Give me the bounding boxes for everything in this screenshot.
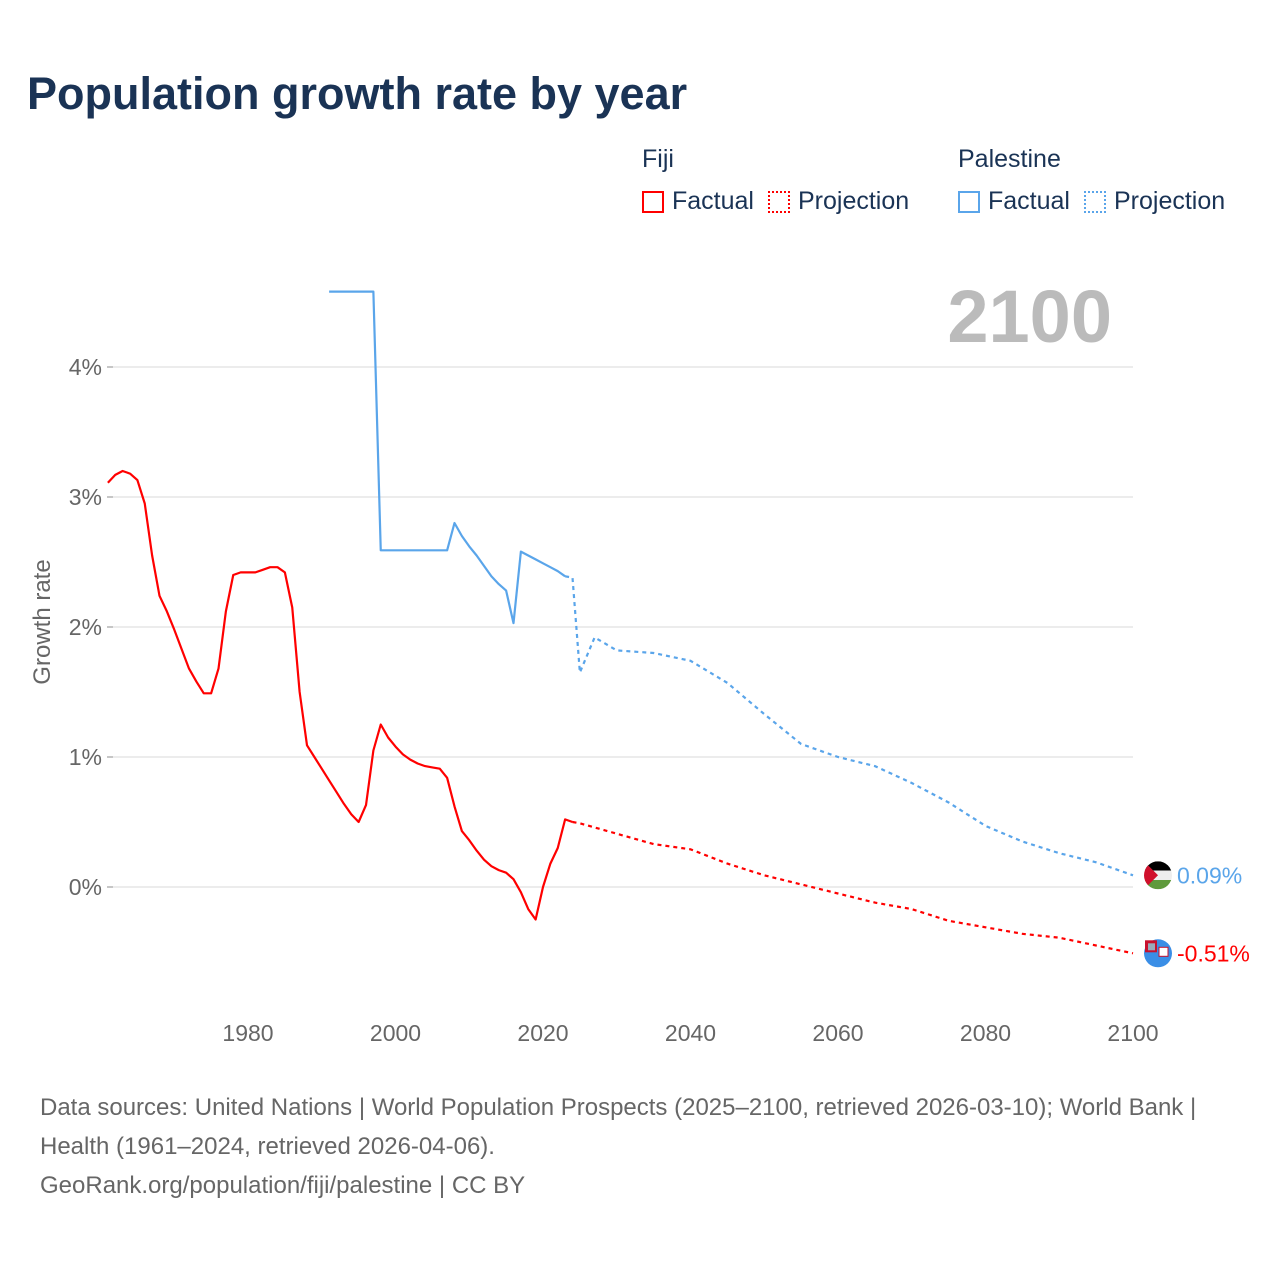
legend-label: Factual (672, 187, 754, 215)
x-tick-label: 2080 (960, 1020, 1011, 1046)
x-tick-label: 2060 (812, 1020, 863, 1046)
source-link[interactable]: GeoRank.org/population/fiji/palestine | … (40, 1172, 526, 1199)
year-display: 2100 (947, 275, 1112, 358)
line-chart: 0% 1% 2% 3% 4% 1980 2000 2020 2040 2060 2080 2100 2… (29, 275, 1250, 1046)
y-tick-label: 2% (69, 614, 102, 640)
y-axis-label: Growth rate (29, 559, 56, 684)
y-tick-label: 1% (69, 744, 102, 770)
legend-label: Factual (988, 187, 1070, 215)
legend-swatch (1083, 190, 1106, 213)
footer: Data sources: United Nations | World Pop… (40, 1088, 1240, 1205)
legend-label: Projection (1113, 187, 1226, 215)
x-tick-label: 2040 (665, 1020, 716, 1046)
fiji-flag-icon (1144, 939, 1172, 968)
data-sources: Data sources: United Nations | World Pop… (40, 1094, 1197, 1160)
y-tick-label: 4% (69, 354, 102, 380)
flag-shield (1158, 946, 1169, 957)
palestine-flag-icon (1144, 861, 1172, 890)
y-tick-label: 3% (69, 484, 102, 510)
palestine-projection-line (564, 575, 1134, 877)
legend-swatch (958, 190, 980, 213)
legend-item-fiji-projection[interactable]: Projection (767, 187, 910, 216)
fiji-projection-line (572, 820, 1134, 955)
flag-stripe (1144, 880, 1172, 890)
legend-item-fiji-factual[interactable]: Factual (642, 187, 754, 216)
fiji-factual-line (107, 469, 573, 921)
palestine-end-label: 0.09% (1177, 862, 1242, 888)
palestine-factual-line (329, 290, 566, 625)
y-tick-label: 0% (69, 874, 102, 900)
legend-label: Projection (797, 187, 910, 215)
flag-canton-inner (1148, 943, 1155, 951)
x-tick-label: 2000 (370, 1020, 421, 1046)
flag-stripe (1144, 861, 1172, 871)
legend-group-fiji: Fiji Factual Projection (642, 145, 923, 216)
legend-swatch (767, 190, 790, 213)
fiji-end-label: -0.51% (1177, 940, 1250, 966)
chart-title: Population growth rate by year (27, 68, 688, 119)
legend-group-title: Fiji (642, 145, 674, 173)
legend-group-title: Palestine (958, 145, 1061, 173)
x-tick-label: 1980 (222, 1020, 273, 1046)
legend-swatch (642, 190, 664, 213)
x-tick-label: 2020 (517, 1020, 568, 1046)
legend-group-palestine: Palestine Factual Projection (958, 145, 1239, 216)
legend-item-palestine-factual[interactable]: Factual (958, 187, 1070, 216)
flag-triangle (1144, 861, 1158, 890)
x-tick-label: 2100 (1107, 1020, 1158, 1046)
legend-item-palestine-projection[interactable]: Projection (1083, 187, 1226, 216)
